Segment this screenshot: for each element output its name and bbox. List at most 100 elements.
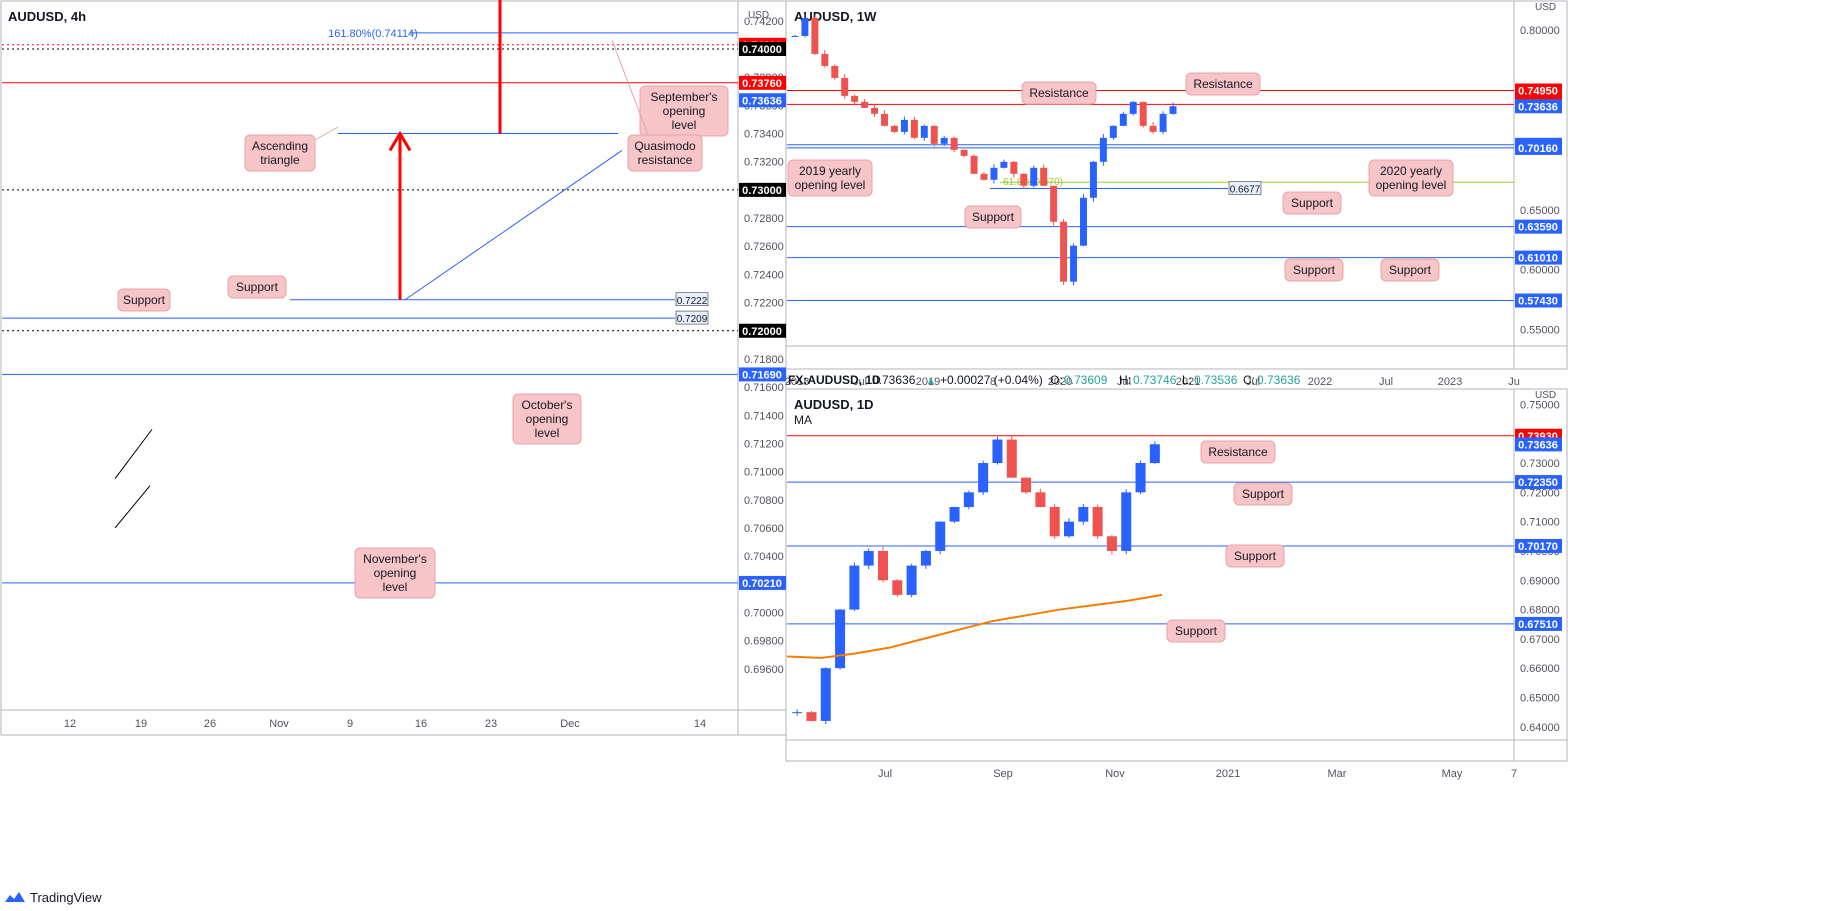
fib-label: 161.80%(0.74114) [328, 28, 418, 40]
annotation-quasimodo-text: Quasimodo [634, 139, 696, 153]
level-label: 0.7222 [677, 296, 708, 307]
y-tick-label: 0.60000 [1520, 265, 1560, 277]
candle-body [930, 125, 938, 144]
price-tag [1515, 250, 1562, 265]
price-tag [739, 93, 786, 108]
candle-body [1169, 106, 1177, 114]
candle-body [1135, 463, 1146, 493]
candle-body [978, 463, 989, 493]
y-tick-label: 0.64000 [1520, 722, 1560, 734]
annotation-september-opening-text: September's [651, 90, 718, 104]
y-tick-label: 0.71800 [744, 354, 784, 366]
level-label: 0.6677 [1230, 185, 1261, 196]
candle-body [1109, 125, 1117, 138]
candle-body [851, 95, 859, 102]
candle-body [861, 101, 869, 108]
candle-body [920, 125, 928, 138]
x-tick-label: 8 [990, 376, 996, 388]
candle-body [1149, 125, 1157, 132]
level-label-box [1228, 181, 1262, 195]
y-tick-label: 0.70000 [744, 608, 784, 620]
x-tick-label: Nov [269, 718, 289, 730]
annotation-2019-yearly-text: opening level [795, 178, 866, 192]
price-tag-label: 0.73636 [1518, 439, 1558, 451]
y-tick-label: 0.71000 [1520, 517, 1560, 529]
candle-body [841, 77, 849, 96]
candle-body [1099, 137, 1107, 162]
candle-body [1050, 185, 1058, 222]
y-tick-label: 0.69600 [744, 664, 784, 676]
annotation-resistance [1021, 81, 1097, 105]
x-tick-label: May [1442, 768, 1463, 780]
candle-body [1119, 113, 1127, 126]
x-tick-label: 16 [415, 718, 427, 730]
x-tick-label: 12 [64, 718, 76, 730]
y-tick-label: 0.68000 [1520, 605, 1560, 617]
candle-body [1035, 492, 1046, 507]
y-tick-label: 0.70600 [744, 523, 784, 535]
annotation-october-opening-text: level [535, 426, 560, 440]
price-tag [739, 182, 786, 197]
indicator-label: MA [794, 413, 812, 427]
annotation-support [1284, 258, 1344, 282]
x-tick-label: Jul [853, 376, 867, 388]
header-low: 0.73536 [1194, 373, 1238, 387]
annotation-support-text: Support [236, 280, 279, 294]
candle-body [1106, 536, 1117, 551]
price-tag-label: 0.63590 [1518, 222, 1558, 234]
y-tick-label: 0.74200 [744, 16, 784, 28]
price-tag [1515, 140, 1562, 155]
price-tag-label: 0.71690 [742, 369, 782, 381]
y-tick-label: 0.72000 [1520, 487, 1560, 499]
price-tag [739, 575, 786, 590]
annotation-resistance [1200, 440, 1276, 464]
unit-label: USD [748, 10, 769, 21]
price-tag-label: 0.67510 [1518, 619, 1558, 631]
x-tick-label: 9 [347, 718, 353, 730]
candle-body [960, 149, 968, 156]
candle-body [949, 506, 960, 522]
y-tick-label: 0.73400 [744, 129, 784, 141]
candle-body [871, 107, 879, 114]
level-label: 0.7209 [677, 314, 708, 325]
price-tag-label: 0.73636 [742, 95, 782, 107]
price-tag [1515, 219, 1562, 234]
price-tag-label: 0.72350 [1518, 477, 1558, 489]
annotation-ascending-triangle-text: Ascending [252, 139, 308, 153]
header-open: 0.73609 [1064, 373, 1108, 387]
candle-body [992, 439, 1003, 464]
header-close: 0.73636 [1257, 373, 1301, 387]
x-tick-label: Mar [1328, 768, 1347, 780]
annotation-october-opening [512, 393, 582, 445]
x-tick-label: Jul [1246, 376, 1260, 388]
price-tag-label: 0.57430 [1518, 295, 1558, 307]
tradingview-logo-icon [5, 892, 25, 902]
candle-body [935, 521, 946, 551]
price-tag-label: 0.73000 [742, 185, 782, 197]
annotation-resistance [1185, 72, 1261, 96]
x-tick-label: Nov [1105, 768, 1125, 780]
callout-pointer [611, 39, 649, 136]
candle-body [1129, 101, 1137, 114]
y-tick-label: 0.71600 [744, 382, 784, 394]
chart-title: AUDUSD, 1D [794, 397, 873, 412]
x-tick-label: 19 [135, 718, 147, 730]
price-tag [1515, 475, 1562, 490]
candle-body [821, 53, 829, 66]
y-tick-label: 0.67000 [1520, 634, 1560, 646]
annotation-support [227, 275, 287, 299]
x-tick-label: Jul [1379, 376, 1393, 388]
annotation-resistance-text: Resistance [1208, 445, 1268, 459]
price-tag [1515, 293, 1562, 308]
y-tick-label: 0.72200 [744, 298, 784, 310]
annotation-november-opening [354, 547, 436, 599]
annotation-ascending-triangle [244, 134, 316, 172]
x-tick-label: 2022 [1308, 376, 1332, 388]
flag-line [114, 429, 153, 479]
x-tick-label: 7 [1511, 768, 1517, 780]
candle-body [1010, 161, 1018, 174]
annotation-support [964, 205, 1022, 229]
y-tick-label: 0.71200 [744, 438, 784, 450]
arrow-head-icon [388, 130, 412, 152]
candle-body [1049, 506, 1060, 537]
